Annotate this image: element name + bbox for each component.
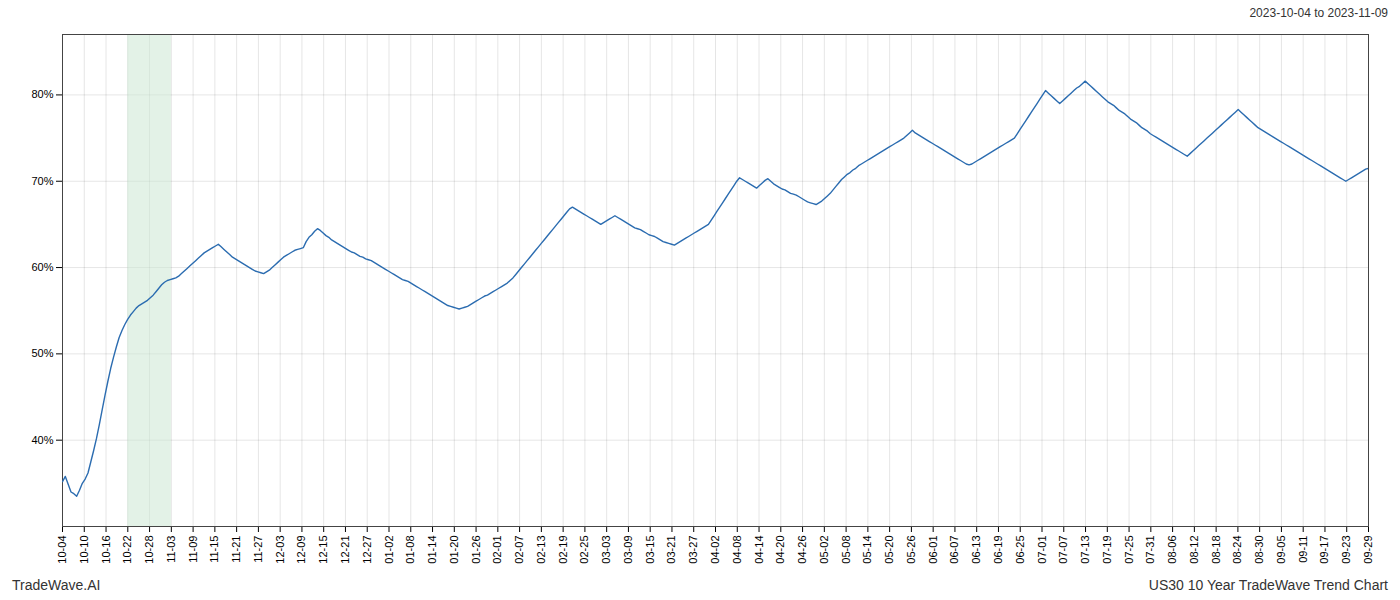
- svg-text:11-27: 11-27: [252, 536, 264, 563]
- svg-text:11-21: 11-21: [230, 536, 242, 563]
- svg-text:12-09: 12-09: [295, 536, 307, 564]
- svg-text:01-26: 01-26: [470, 536, 482, 564]
- svg-text:02-25: 02-25: [578, 536, 590, 564]
- html-text:2023-10-04 to 2023-11-09: 2023-10-04 to 2023-11-09: [1249, 6, 1388, 20]
- svg-text:08-06: 08-06: [1166, 536, 1178, 564]
- svg-text:01-08: 01-08: [404, 536, 416, 564]
- svg-text:03-15: 03-15: [644, 536, 656, 564]
- svg-text:05-14: 05-14: [861, 536, 873, 564]
- svg-text:05-26: 05-26: [905, 536, 917, 564]
- svg-text:02-07: 02-07: [513, 536, 525, 564]
- svg-text:80%: 80%: [31, 88, 53, 100]
- svg-text:40%: 40%: [31, 434, 53, 446]
- svg-text:09-23: 09-23: [1340, 536, 1352, 564]
- html-text:TradeWave.AI: TradeWave.AI: [12, 577, 101, 593]
- svg-text:04-26: 04-26: [796, 536, 808, 564]
- svg-text:10-28: 10-28: [143, 536, 155, 564]
- svg-text:12-03: 12-03: [274, 536, 286, 564]
- svg-text:12-15: 12-15: [317, 536, 329, 564]
- svg-text:07-07: 07-07: [1057, 536, 1069, 564]
- svg-text:04-20: 04-20: [774, 536, 786, 564]
- svg-text:07-13: 07-13: [1079, 536, 1091, 564]
- svg-text:01-20: 01-20: [448, 536, 460, 564]
- svg-text:10-16: 10-16: [100, 536, 112, 564]
- svg-text:05-02: 05-02: [818, 536, 830, 564]
- html-text:US30 10 Year TradeWave Trend C: US30 10 Year TradeWave Trend Chart: [1148, 577, 1388, 593]
- svg-text:70%: 70%: [31, 175, 53, 187]
- svg-text:01-02: 01-02: [383, 536, 395, 564]
- svg-text:05-08: 05-08: [840, 536, 852, 564]
- svg-text:60%: 60%: [31, 261, 53, 273]
- svg-text:09-29: 09-29: [1362, 536, 1374, 564]
- svg-text:10-10: 10-10: [78, 536, 90, 564]
- svg-text:04-02: 04-02: [709, 536, 721, 564]
- svg-text:03-27: 03-27: [687, 536, 699, 564]
- svg-text:06-07: 06-07: [948, 536, 960, 564]
- svg-text:07-31: 07-31: [1144, 536, 1156, 564]
- svg-text:09-11: 09-11: [1297, 536, 1309, 563]
- svg-text:02-19: 02-19: [557, 536, 569, 564]
- svg-text:08-12: 08-12: [1188, 536, 1200, 564]
- svg-text:07-25: 07-25: [1123, 536, 1135, 564]
- svg-text:09-05: 09-05: [1275, 536, 1287, 564]
- svg-text:12-27: 12-27: [361, 536, 373, 564]
- svg-text:10-22: 10-22: [121, 536, 133, 564]
- svg-text:06-13: 06-13: [970, 536, 982, 564]
- svg-text:12-21: 12-21: [339, 536, 351, 564]
- svg-text:09-17: 09-17: [1318, 536, 1330, 564]
- svg-text:04-08: 04-08: [731, 536, 743, 564]
- svg-text:10-04: 10-04: [56, 536, 68, 564]
- svg-text:08-30: 08-30: [1253, 536, 1265, 564]
- svg-text:11-09: 11-09: [187, 536, 199, 563]
- svg-text:02-13: 02-13: [535, 536, 547, 564]
- svg-text:07-01: 07-01: [1036, 536, 1048, 564]
- svg-text:50%: 50%: [31, 347, 53, 359]
- svg-text:04-14: 04-14: [753, 536, 765, 564]
- svg-text:11-03: 11-03: [165, 536, 177, 563]
- svg-text:01-14: 01-14: [426, 536, 438, 564]
- svg-text:02-01: 02-01: [491, 536, 503, 564]
- svg-text:05-20: 05-20: [883, 536, 895, 564]
- svg-text:06-19: 06-19: [992, 536, 1004, 564]
- svg-text:07-19: 07-19: [1101, 536, 1113, 564]
- svg-text:11-15: 11-15: [208, 536, 220, 563]
- svg-text:08-18: 08-18: [1210, 536, 1222, 564]
- svg-text:06-25: 06-25: [1014, 536, 1026, 564]
- svg-text:03-09: 03-09: [622, 536, 634, 564]
- svg-text:03-03: 03-03: [600, 536, 612, 564]
- svg-text:06-01: 06-01: [927, 536, 939, 564]
- svg-text:03-21: 03-21: [665, 536, 677, 564]
- svg-text:08-24: 08-24: [1231, 536, 1243, 564]
